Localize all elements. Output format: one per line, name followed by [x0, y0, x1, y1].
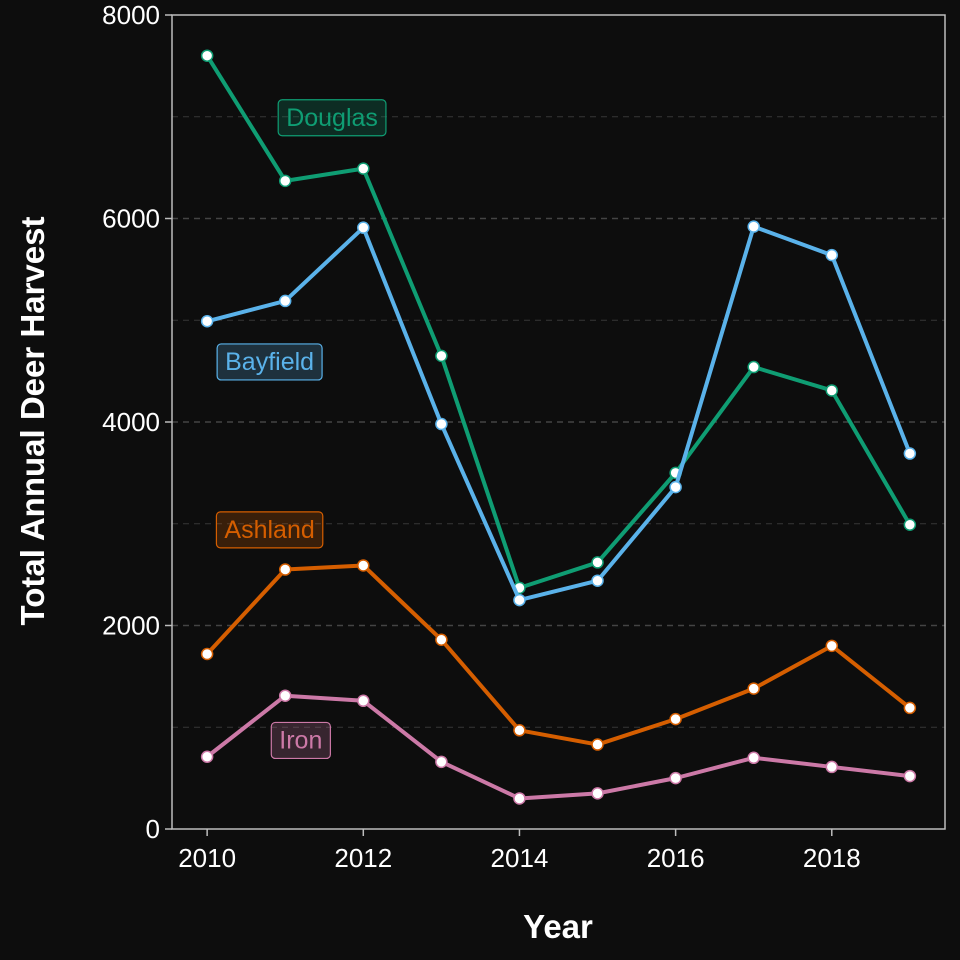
series-labels: Douglas Bayfield Ashland Iron	[215, 99, 387, 760]
y-tick-label: 0	[146, 814, 160, 844]
data-point-bayfield	[200, 315, 214, 328]
series-douglas	[200, 49, 917, 595]
data-point-iron	[435, 755, 448, 769]
data-point-iron	[669, 771, 682, 785]
data-point-douglas	[435, 349, 448, 363]
series-iron	[200, 689, 917, 805]
series-label-text: Bayfield	[225, 348, 314, 376]
data-point-ashland	[513, 724, 526, 737]
data-point-bayfield	[903, 447, 917, 460]
data-point-ashland	[357, 559, 370, 572]
series-layer	[200, 49, 917, 805]
data-point-ashland	[591, 738, 604, 751]
data-point-bayfield	[591, 574, 604, 587]
data-point-douglas	[903, 518, 917, 532]
data-point-bayfield	[747, 220, 760, 233]
data-point-iron	[278, 689, 292, 702]
x-axis-title: Year	[523, 908, 593, 945]
data-point-bayfield	[357, 221, 370, 234]
series-label-text: Iron	[279, 726, 322, 754]
data-point-iron	[200, 750, 214, 764]
data-point-ashland	[200, 647, 214, 661]
data-point-bayfield	[278, 294, 292, 308]
data-point-douglas	[200, 49, 214, 62]
x-tick-label: 2010	[178, 843, 236, 873]
data-point-bayfield	[669, 480, 682, 494]
series-label-douglas: Douglas	[277, 99, 387, 137]
data-point-iron	[747, 751, 760, 765]
series-label-box	[270, 721, 331, 760]
data-point-bayfield	[825, 248, 839, 262]
data-point-bayfield	[513, 593, 526, 607]
data-point-iron	[591, 787, 604, 800]
y-tick-label: 4000	[102, 407, 160, 437]
data-point-ashland	[747, 682, 760, 695]
data-point-douglas	[825, 384, 839, 397]
series-line-bayfield	[205, 224, 912, 603]
series-label-box	[216, 343, 323, 381]
y-axis-title: Total Annual Deer Harvest	[14, 217, 51, 626]
data-point-douglas	[278, 174, 292, 188]
data-point-iron	[825, 760, 839, 774]
x-tick-label: 2012	[334, 843, 392, 873]
data-point-ashland	[903, 701, 917, 715]
y-tick-label: 2000	[102, 611, 160, 641]
series-line-iron	[205, 693, 912, 801]
x-tick-label: 2018	[803, 843, 861, 873]
series-label-box	[215, 511, 324, 549]
x-tick-label: 2016	[647, 843, 705, 873]
data-point-ashland	[435, 633, 448, 646]
data-point-bayfield	[435, 417, 448, 431]
data-point-douglas	[357, 162, 370, 175]
data-point-iron	[357, 694, 370, 708]
series-line-douglas	[205, 53, 912, 590]
series-line-ashland	[205, 563, 912, 747]
data-point-douglas	[747, 360, 760, 374]
series-ashland	[200, 559, 917, 751]
axis-ticks: 0 2000 4000 6000 8000 2010 2012 2014 2016 2018	[102, 0, 861, 873]
y-tick-label: 8000	[102, 0, 160, 30]
y-tick-label: 6000	[102, 204, 160, 234]
data-point-iron	[513, 792, 526, 805]
data-point-ashland	[669, 712, 682, 726]
gridlines	[172, 116, 945, 728]
series-label-box	[277, 99, 387, 137]
data-point-ashland	[278, 563, 292, 576]
series-label-ashland: Ashland	[215, 511, 324, 549]
series-label-iron: Iron	[270, 721, 331, 760]
series-label-text: Douglas	[286, 104, 378, 132]
series-bayfield	[200, 220, 917, 607]
data-point-douglas	[591, 556, 604, 569]
x-tick-label: 2014	[491, 843, 549, 873]
data-point-iron	[903, 769, 917, 783]
series-label-text: Ashland	[224, 516, 314, 544]
data-point-ashland	[825, 639, 839, 653]
series-label-bayfield: Bayfield	[216, 343, 323, 381]
